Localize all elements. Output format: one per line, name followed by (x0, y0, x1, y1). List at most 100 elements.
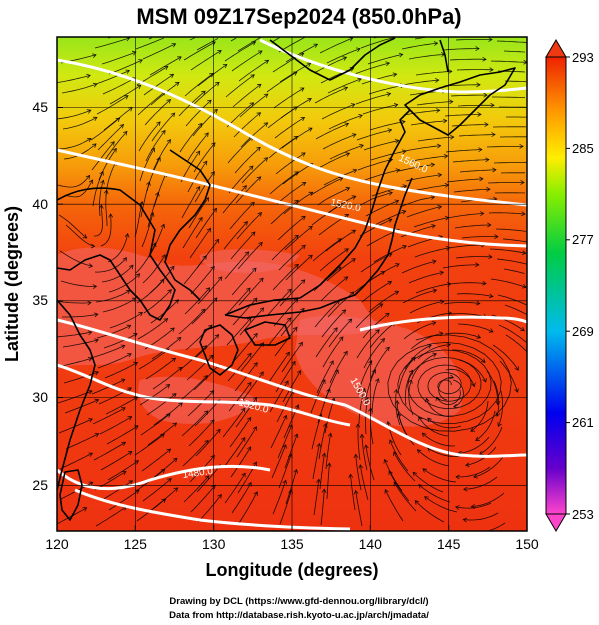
streamline-arrowhead (356, 47, 361, 52)
honshu-coastline (224, 109, 413, 319)
streamline (321, 309, 346, 338)
streamline (152, 139, 171, 172)
streamline (487, 182, 525, 184)
streamline (384, 459, 403, 492)
streamline-arrowhead (160, 278, 165, 284)
streamline-arrowhead (282, 479, 287, 485)
streamline-arrowhead (455, 505, 460, 510)
streamline (503, 268, 525, 274)
streamline-arrowhead (436, 143, 442, 149)
y-tick-label: 30 (32, 389, 48, 405)
streamline (358, 388, 365, 425)
streamline-arrowhead (440, 299, 445, 305)
streamline-arrowhead (87, 389, 93, 395)
streamline-arrowhead (475, 46, 480, 52)
streamline (364, 369, 376, 405)
streamline-arrowhead (294, 404, 300, 410)
streamline-arrowhead (386, 92, 392, 97)
streamline-arrowhead (521, 283, 527, 289)
streamline (443, 302, 480, 305)
streamline (445, 368, 475, 387)
streamline-arrowhead (125, 69, 131, 74)
streamline-arrowhead (122, 257, 127, 262)
streamline-arrowhead (398, 52, 404, 58)
streamline-arrowhead (202, 345, 208, 350)
streamline (90, 117, 120, 141)
streamline (57, 175, 90, 188)
streamline-arrowhead (217, 276, 223, 282)
streamline-arrowhead (321, 488, 327, 493)
streamline (234, 362, 258, 392)
streamline (230, 37, 237, 42)
streamline (190, 484, 216, 513)
streamline-arrowhead (484, 122, 489, 127)
streamline-arrowhead (242, 185, 247, 190)
streamline (408, 53, 445, 60)
streamline-arrowhead (163, 318, 169, 323)
map-layers: 1560.0 1520.0 1500.0 1520.0 1480.0 (57, 37, 527, 531)
streamline-arrowhead (205, 287, 211, 292)
streamline (228, 382, 252, 412)
streamline (185, 99, 212, 127)
streamline (94, 37, 130, 49)
streamline (226, 317, 252, 346)
streamline (314, 87, 348, 104)
streamline-arrowhead (299, 52, 305, 57)
streamline (144, 99, 171, 126)
streamline (186, 354, 214, 381)
streamline (184, 287, 210, 315)
streamline-arrowhead (482, 280, 487, 286)
streamline (137, 91, 166, 116)
streamline-arrowhead (330, 397, 336, 403)
streamline (227, 353, 252, 382)
streamline (417, 449, 450, 467)
streamline-arrowhead (251, 267, 257, 273)
streamline-arrowhead (353, 489, 359, 495)
y-tick-label: 35 (32, 292, 48, 308)
streamline (283, 191, 313, 215)
streamline-arrowhead (246, 416, 252, 422)
streamline (361, 281, 392, 303)
streamline-arrowhead (301, 215, 306, 221)
streamline-arrowhead (497, 422, 502, 428)
streamline-arrowhead (349, 67, 355, 72)
streamline-arrowhead (120, 344, 126, 350)
streamline-arrowhead (85, 174, 91, 180)
streamline (354, 62, 390, 75)
streamline (456, 466, 491, 478)
streamline-arrowhead (177, 366, 183, 372)
streamline (229, 202, 255, 230)
coastlines (57, 37, 516, 521)
streamline (137, 318, 168, 340)
streamline-arrowhead (394, 400, 400, 405)
streamline-arrowhead (156, 121, 161, 126)
streamline-arrowhead (282, 414, 288, 420)
streamline-arrowhead (119, 124, 125, 129)
streamline (224, 251, 249, 280)
streamline (225, 287, 251, 316)
streamline (138, 348, 170, 370)
streamline-arrowhead (259, 371, 264, 376)
streamline-arrowhead (393, 451, 398, 457)
streamline (226, 102, 254, 128)
streamline (359, 464, 369, 501)
streamline-arrowhead (253, 332, 258, 338)
streamline (190, 50, 222, 71)
streamline (241, 157, 268, 184)
streamline-arrowhead (294, 171, 299, 176)
streamline-arrowhead (418, 416, 423, 422)
x-tick-label: 150 (515, 536, 539, 552)
streamline-arrowhead (146, 181, 151, 186)
streamline (320, 489, 325, 526)
streamline (492, 344, 519, 371)
streamline (459, 169, 496, 173)
streamline-arrowhead (252, 426, 257, 431)
streamline (107, 233, 129, 263)
streamline (183, 255, 207, 285)
streamline-arrowhead (200, 308, 206, 314)
streamline-arrowhead (160, 223, 166, 229)
streamline (403, 109, 440, 116)
streamline (104, 131, 128, 161)
streamline (136, 279, 165, 304)
